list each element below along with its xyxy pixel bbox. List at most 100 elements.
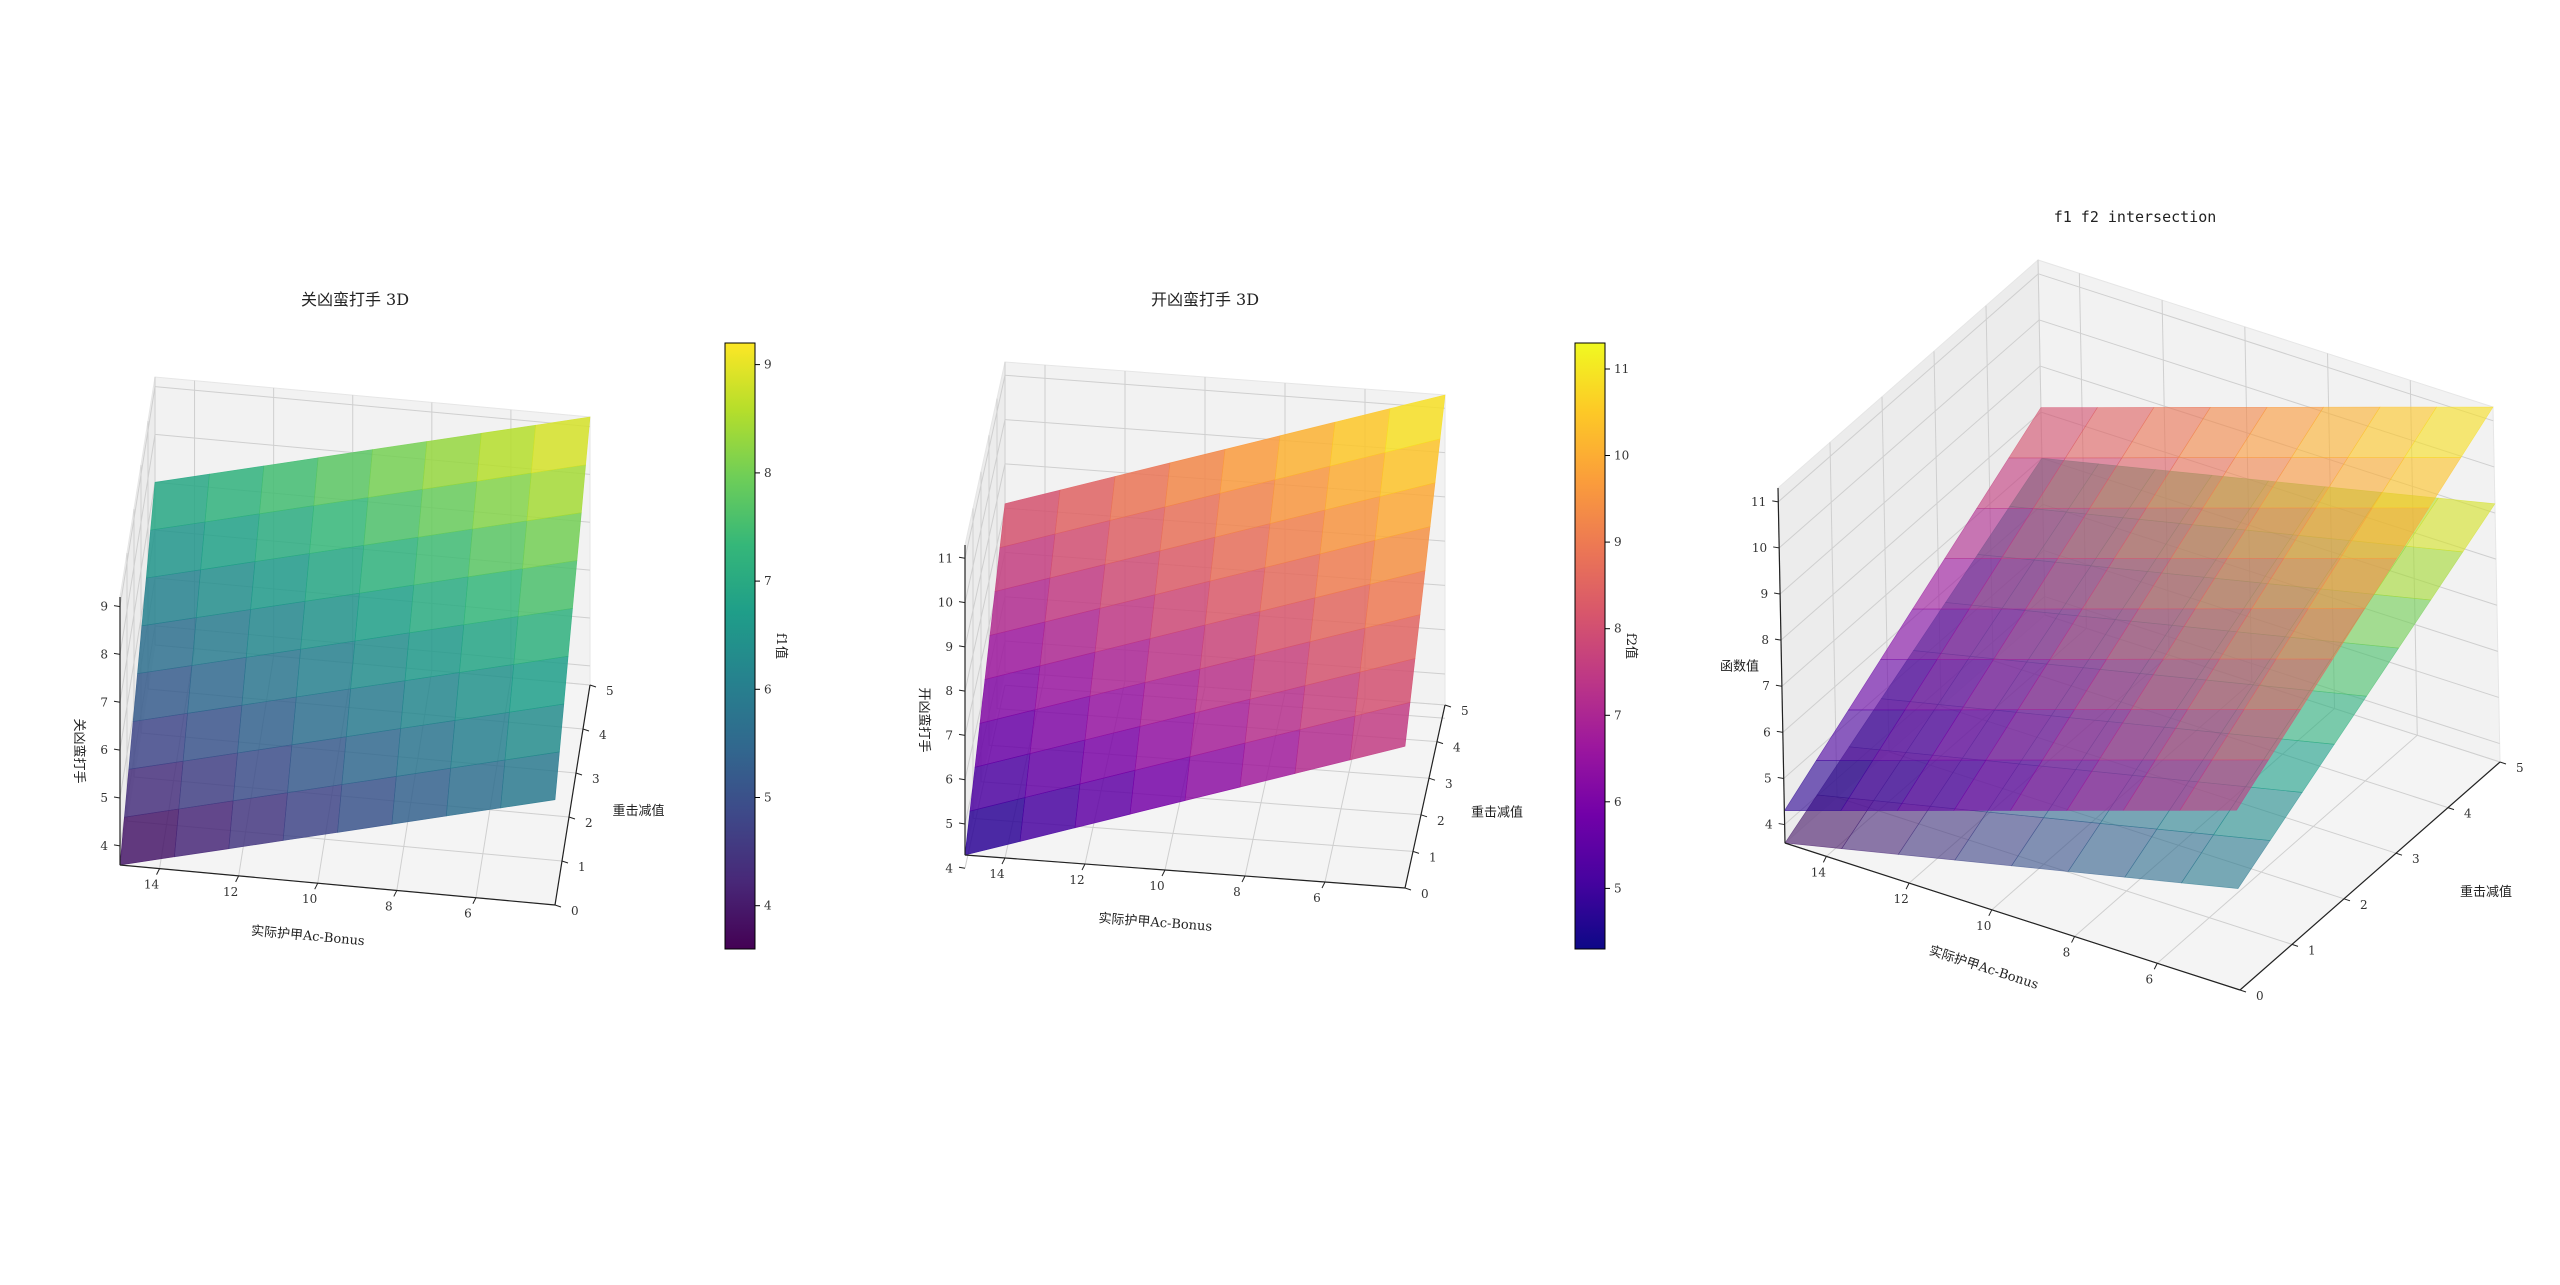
z-tick-mark [958, 733, 966, 736]
x-tick-mark [1988, 909, 1993, 917]
y-axis-line [554, 684, 591, 906]
y-tick-mark [589, 684, 597, 688]
side-grid-z [964, 463, 1006, 647]
side-grid-z [964, 508, 1006, 692]
colorbar-2-bar [1574, 342, 1606, 950]
chart3-axes: 141210860123454567891011实际护甲Ac-Bonus重击减值… [1720, 258, 2524, 1003]
z-tick-label: 5 [945, 817, 953, 831]
y-axis-label: 重击减值 [2460, 884, 2512, 900]
surface-patch [241, 648, 301, 706]
y-tick-label: 0 [1421, 887, 1429, 901]
surface-patch [345, 680, 406, 738]
surface-patch [300, 592, 360, 650]
colorbar-tick-label: 4 [764, 899, 772, 913]
y-tick-mark [1444, 704, 1452, 708]
side-grid-z [964, 419, 1006, 603]
colorbar-2-ticks: 5 6 7 8 9 10 11 [1605, 362, 1629, 895]
surface-patch [337, 776, 397, 833]
surface-patch [132, 665, 193, 722]
surface-patch [422, 432, 482, 490]
surface-patch [119, 808, 180, 866]
colorbar-tick-label: 8 [1614, 622, 1622, 636]
chart2-title: 开凶蛮打手 3D [1151, 290, 1259, 309]
surface-patch [1384, 394, 1446, 453]
x-axis-label: 实际护甲Ac-Bonus [1098, 911, 1213, 934]
x-tick-mark [2071, 936, 2075, 943]
y-tick-label: 1 [2308, 943, 2316, 957]
z-tick-mark [1772, 500, 1779, 503]
y-axis-label: 重击减值 [1471, 805, 1523, 821]
side-grid-z [1779, 365, 2041, 595]
x-tick-label: 8 [1233, 885, 1241, 899]
z-tick-label: 11 [938, 551, 953, 565]
z-tick-mark [958, 866, 966, 869]
surface-patch [530, 416, 591, 474]
surface-viridis [119, 416, 591, 866]
x-tick-mark [1161, 869, 1166, 877]
y-tick-mark [554, 904, 562, 908]
y-tick-mark [561, 860, 569, 864]
z-tick-mark [958, 601, 966, 604]
y-tick-mark [1412, 850, 1420, 854]
side-grid-z [1777, 273, 2039, 503]
surface-patch [354, 584, 415, 642]
x-tick-mark [1321, 881, 1326, 889]
surface-patch [500, 751, 560, 809]
z-tick-mark [1775, 684, 1782, 687]
floor-grid-x [2156, 734, 2418, 964]
x-tick-label: 8 [385, 900, 393, 914]
surface-patch [409, 576, 469, 634]
y-tick-mark [1404, 887, 1412, 891]
side-grid-z [1780, 411, 2042, 641]
surface-patch [259, 457, 319, 515]
surface-patch [404, 624, 465, 682]
surface-patch [145, 521, 206, 579]
z-tick-label: 5 [100, 791, 108, 805]
y-tick-label: 4 [1453, 741, 1461, 755]
chart1-title: 关凶蛮打手 3D [301, 290, 409, 309]
y-tick-label: 5 [606, 684, 614, 698]
surface-patch [522, 512, 582, 570]
x-tick-label: 14 [1811, 865, 1827, 879]
surface-patch [359, 536, 419, 594]
back-grid-z [154, 386, 591, 428]
x-axis-line [1784, 842, 2241, 991]
z-tick-mark [113, 748, 121, 751]
x-tick-mark [235, 875, 240, 883]
z-tick-mark [113, 652, 121, 655]
z-tick-label: 9 [100, 600, 108, 614]
z-tick-mark [958, 645, 966, 648]
y-tick-mark [2395, 852, 2403, 856]
z-tick-mark [1778, 823, 1785, 826]
surface-patch [445, 759, 506, 817]
x-tick-mark [1905, 882, 1910, 890]
x-tick-label: 14 [989, 867, 1005, 881]
colorbar-tick-label: 9 [764, 358, 772, 372]
x-tick-label: 6 [464, 907, 472, 921]
colorbar-1-ticks: 4 5 6 7 8 9 [755, 358, 772, 913]
y-tick-mark [568, 816, 576, 820]
colorbar-tick-label: 8 [764, 466, 772, 480]
surface-patch [191, 609, 251, 666]
surface-patch [291, 688, 351, 746]
z-tick-mark [958, 556, 966, 559]
x-tick-label: 14 [144, 878, 160, 892]
y-tick-label: 0 [571, 904, 579, 918]
x-axis-label: 实际护甲Ac-Bonus [1927, 944, 2040, 993]
z-tick-label: 11 [1751, 495, 1766, 509]
surface-patch [504, 703, 565, 761]
y-tick-label: 4 [599, 728, 607, 742]
surface-plasma [1783, 406, 2494, 812]
colorbar-tick-label: 5 [764, 791, 772, 805]
surface-patch [124, 760, 184, 818]
y-tick-mark [2343, 898, 2351, 902]
surface-patch [195, 561, 256, 618]
surface-patch [517, 560, 578, 617]
x-tick-label: 10 [302, 892, 317, 906]
x-tick-mark [156, 868, 160, 875]
surface-patch [363, 488, 423, 546]
colorbar-tick-label: 11 [1614, 362, 1629, 376]
colorbar-1: 4 5 6 7 8 9 f1值 [724, 342, 789, 950]
